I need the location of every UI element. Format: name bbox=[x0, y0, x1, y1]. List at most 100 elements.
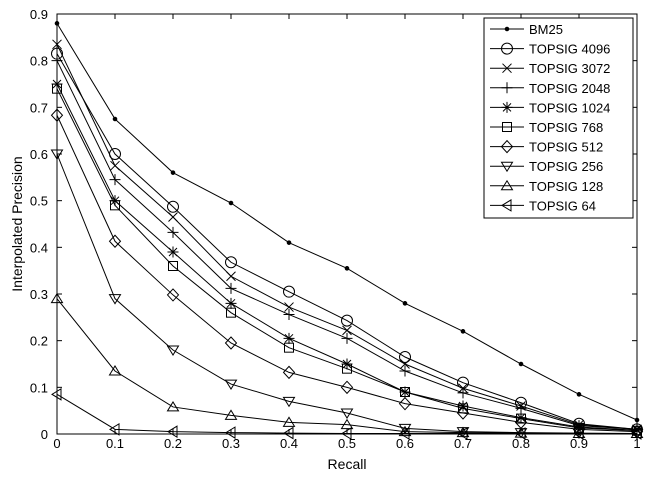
x-tick-label: 0.8 bbox=[512, 436, 530, 451]
legend-label: TOPSIG 512 bbox=[529, 140, 603, 155]
data-point bbox=[399, 351, 411, 363]
data-point bbox=[282, 365, 296, 380]
y-tick-label: 0.2 bbox=[30, 334, 48, 349]
data-point bbox=[225, 282, 237, 294]
data-point bbox=[456, 406, 470, 420]
legend-marker bbox=[502, 122, 512, 132]
legend-label: TOPSIG 64 bbox=[529, 198, 596, 213]
data-point bbox=[109, 174, 121, 186]
data-point bbox=[630, 427, 644, 439]
data-point bbox=[460, 329, 466, 334]
x-tick-label: 0.9 bbox=[570, 436, 588, 451]
x-tick-label: 0 bbox=[53, 436, 60, 451]
data-point bbox=[457, 400, 469, 412]
series-line bbox=[56, 393, 637, 435]
legend-label: TOPSIG 4096 bbox=[529, 42, 610, 57]
series-line bbox=[56, 115, 638, 433]
y-tick-label: 0 bbox=[41, 427, 48, 442]
data-point bbox=[398, 396, 412, 411]
data-point bbox=[282, 416, 296, 427]
legend-label: TOPSIG 768 bbox=[529, 120, 603, 135]
legend-marker bbox=[501, 199, 512, 212]
data-point bbox=[168, 212, 178, 222]
data-point bbox=[398, 425, 412, 437]
x-tick-label: 0.7 bbox=[454, 436, 472, 451]
legend-marker bbox=[500, 161, 514, 173]
data-point bbox=[518, 361, 524, 367]
data-point bbox=[224, 379, 238, 391]
y-tick-label: 0.5 bbox=[30, 194, 48, 209]
data-point bbox=[340, 418, 354, 430]
x-tick-label: 1 bbox=[633, 436, 640, 451]
legend-marker bbox=[504, 26, 510, 32]
legend-label: TOPSIG 128 bbox=[529, 179, 603, 194]
data-point bbox=[167, 200, 179, 213]
x-tick-label: 0.6 bbox=[396, 436, 414, 451]
data-point bbox=[225, 297, 237, 309]
series-topsig-768 bbox=[52, 83, 642, 436]
data-point bbox=[166, 400, 180, 412]
data-point bbox=[286, 240, 292, 245]
data-point bbox=[340, 380, 354, 395]
series-line bbox=[56, 88, 638, 432]
y-tick-label: 0.4 bbox=[30, 240, 48, 255]
data-point bbox=[284, 342, 294, 353]
legend-item: TOPSIG 4096 bbox=[490, 42, 610, 57]
x-tick-label: 0.5 bbox=[338, 436, 356, 451]
legend-label: TOPSIG 256 bbox=[529, 159, 603, 174]
legend-marker bbox=[501, 82, 513, 94]
data-point bbox=[283, 332, 295, 344]
data-point bbox=[108, 365, 122, 376]
legend-label: TOPSIG 2048 bbox=[529, 81, 610, 96]
legend-marker bbox=[502, 63, 512, 74]
legend-label: TOPSIG 3072 bbox=[529, 61, 610, 76]
data-point bbox=[112, 116, 118, 122]
data-point bbox=[110, 200, 120, 211]
data-point bbox=[283, 309, 295, 321]
data-point bbox=[341, 314, 353, 327]
legend-item: BM25 bbox=[490, 22, 563, 37]
data-point bbox=[515, 402, 527, 414]
data-point bbox=[110, 160, 120, 171]
legend: BM25 TOPSIG 4096 TOPSIG 3072 TOPSIG 2048 TOP… bbox=[483, 17, 634, 219]
data-point bbox=[224, 409, 238, 420]
y-tick-label: 0.1 bbox=[30, 380, 48, 395]
series-bm25 bbox=[54, 21, 640, 423]
data-point bbox=[572, 427, 586, 439]
data-point bbox=[516, 413, 526, 424]
legend-item: TOPSIG 512 bbox=[490, 140, 603, 155]
plot-area bbox=[50, 21, 644, 440]
data-point bbox=[284, 302, 294, 312]
x-tick-label: 0.4 bbox=[280, 436, 298, 451]
data-point bbox=[167, 246, 179, 258]
data-point bbox=[282, 396, 296, 408]
y-tick-label: 0.9 bbox=[30, 7, 48, 22]
data-point bbox=[167, 226, 179, 238]
legend-item: TOPSIG 64 bbox=[490, 198, 596, 213]
x-tick-label: 0.1 bbox=[106, 436, 124, 451]
data-point bbox=[400, 359, 410, 369]
legend-item: TOPSIG 1024 bbox=[490, 100, 610, 115]
y-tick-label: 0.8 bbox=[30, 54, 48, 69]
data-point bbox=[342, 325, 352, 336]
data-point bbox=[399, 365, 411, 377]
data-point bbox=[108, 234, 122, 249]
y-tick-label: 0.3 bbox=[30, 287, 48, 302]
data-point bbox=[340, 408, 354, 419]
legend-label: BM25 bbox=[529, 22, 563, 37]
legend-item: TOPSIG 2048 bbox=[490, 81, 610, 96]
legend-marker bbox=[501, 42, 513, 55]
y-tick-label: 0.6 bbox=[30, 147, 48, 162]
series-line bbox=[56, 53, 638, 430]
x-tick-label: 0.2 bbox=[164, 436, 182, 451]
data-point bbox=[341, 332, 353, 344]
data-point bbox=[226, 307, 236, 318]
legend-item: TOPSIG 3072 bbox=[490, 61, 610, 76]
data-point bbox=[576, 392, 582, 397]
legend-label: TOPSIG 1024 bbox=[529, 100, 610, 115]
legend-marker bbox=[500, 139, 514, 154]
legend-item: TOPSIG 128 bbox=[490, 179, 603, 194]
data-point bbox=[515, 412, 527, 424]
